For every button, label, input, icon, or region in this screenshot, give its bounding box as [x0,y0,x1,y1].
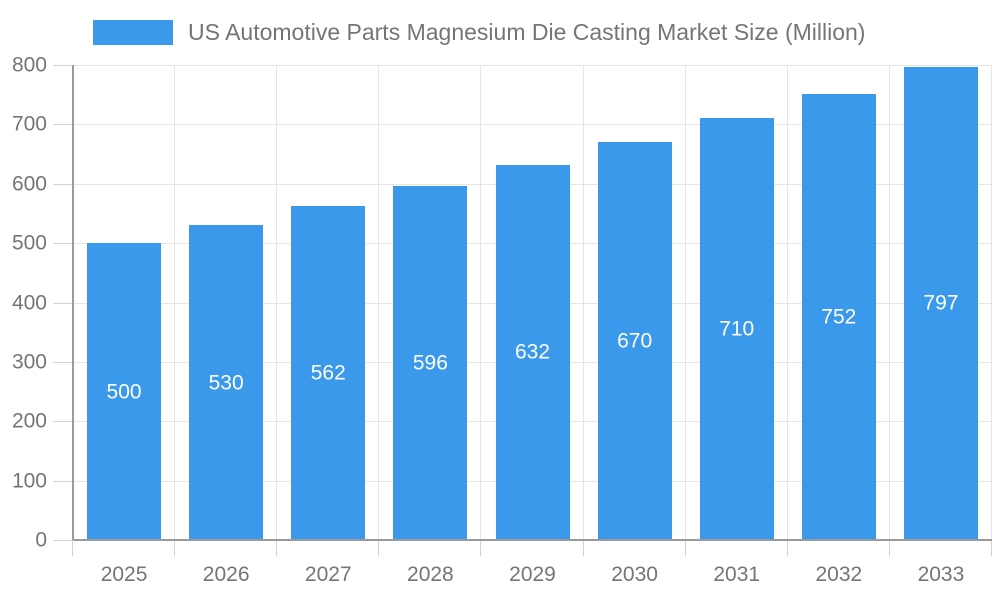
x-axis-line [73,539,992,541]
x-gridline [888,65,890,540]
y-axis-label: 400 [11,291,47,314]
y-gridline [73,65,992,66]
bar-value-label: 752 [821,305,857,329]
plot-area: 0 100 200 300 400 500 600 700 800 500 2025 530 2026 5… [12,55,992,585]
legend-item[interactable]: US Automotive Parts Magnesium Die Castin… [93,17,865,47]
bar-2027[interactable]: 562 [291,206,366,540]
y-axis-label: 300 [11,350,47,374]
x-gridline [786,65,788,540]
x-axis-tick [174,540,176,556]
y-axis-label: 600 [11,172,47,196]
y-axis-label: 800 [11,53,47,77]
x-gridline [582,65,584,540]
x-axis-label: 2027 [304,563,352,586]
x-axis-label: 2028 [407,563,454,586]
bar-value-label: 596 [412,351,448,375]
y-axis-tick [53,65,73,66]
y-axis-label: 500 [11,231,47,255]
y-axis-tick [53,480,73,482]
y-axis-tick [53,361,73,363]
y-axis-tick [53,124,73,126]
x-axis-label: 2032 [815,563,863,586]
y-axis-label: 200 [11,409,47,433]
y-axis-label: 700 [11,112,47,136]
x-axis-label: 2029 [509,563,556,586]
x-axis-tick [786,540,788,556]
x-gridline [276,65,278,540]
x-gridline [174,65,176,540]
legend-swatch-icon [93,19,173,45]
x-axis-label: 2033 [917,563,965,586]
x-axis-tick [72,540,73,556]
x-axis-tick [276,540,278,556]
x-axis-label: 2025 [100,563,148,586]
bar-2028[interactable]: 596 [393,186,468,540]
y-axis-tick [53,540,73,541]
y-axis-tick [53,183,73,185]
x-axis-tick [991,540,992,556]
bar-value-label: 530 [208,371,244,395]
bar-2025[interactable]: 500 [87,243,162,540]
y-axis-tick [53,421,73,423]
x-gridline [991,65,992,540]
y-axis-tick [53,302,73,304]
y-axis-label: 100 [11,469,47,493]
bar-value-label: 632 [514,340,551,364]
x-axis-tick [888,540,890,556]
bar-2030[interactable]: 670 [597,142,672,540]
bar-2029[interactable]: 632 [495,164,570,540]
bar-value-label: 670 [617,329,653,353]
chart-title: US Automotive Parts Magnesium Die Castin… [188,18,866,45]
x-axis-label: 2026 [202,563,250,586]
y-axis-label: 0 [35,528,47,552]
y-gridline [73,124,992,126]
bar-value-label: 710 [719,317,755,341]
bar-value-label: 562 [310,361,346,385]
x-axis-label: 2031 [713,563,761,586]
x-gridline [684,65,686,540]
bar-2026[interactable]: 530 [189,225,264,540]
x-axis-tick [684,540,686,556]
x-axis-tick [582,540,584,556]
x-gridline [480,65,482,540]
bar-2033[interactable]: 797 [903,66,978,540]
x-axis-tick [480,540,482,556]
x-axis-tick [378,540,380,556]
y-axis-tick [53,243,73,245]
bar-value-label: 797 [923,291,959,315]
y-axis-line [72,65,74,540]
bar-value-label: 500 [106,380,142,404]
x-axis-label: 2030 [611,563,658,586]
bar-2031[interactable]: 710 [699,118,774,540]
bar-2032[interactable]: 752 [801,93,876,540]
x-gridline [378,65,380,540]
